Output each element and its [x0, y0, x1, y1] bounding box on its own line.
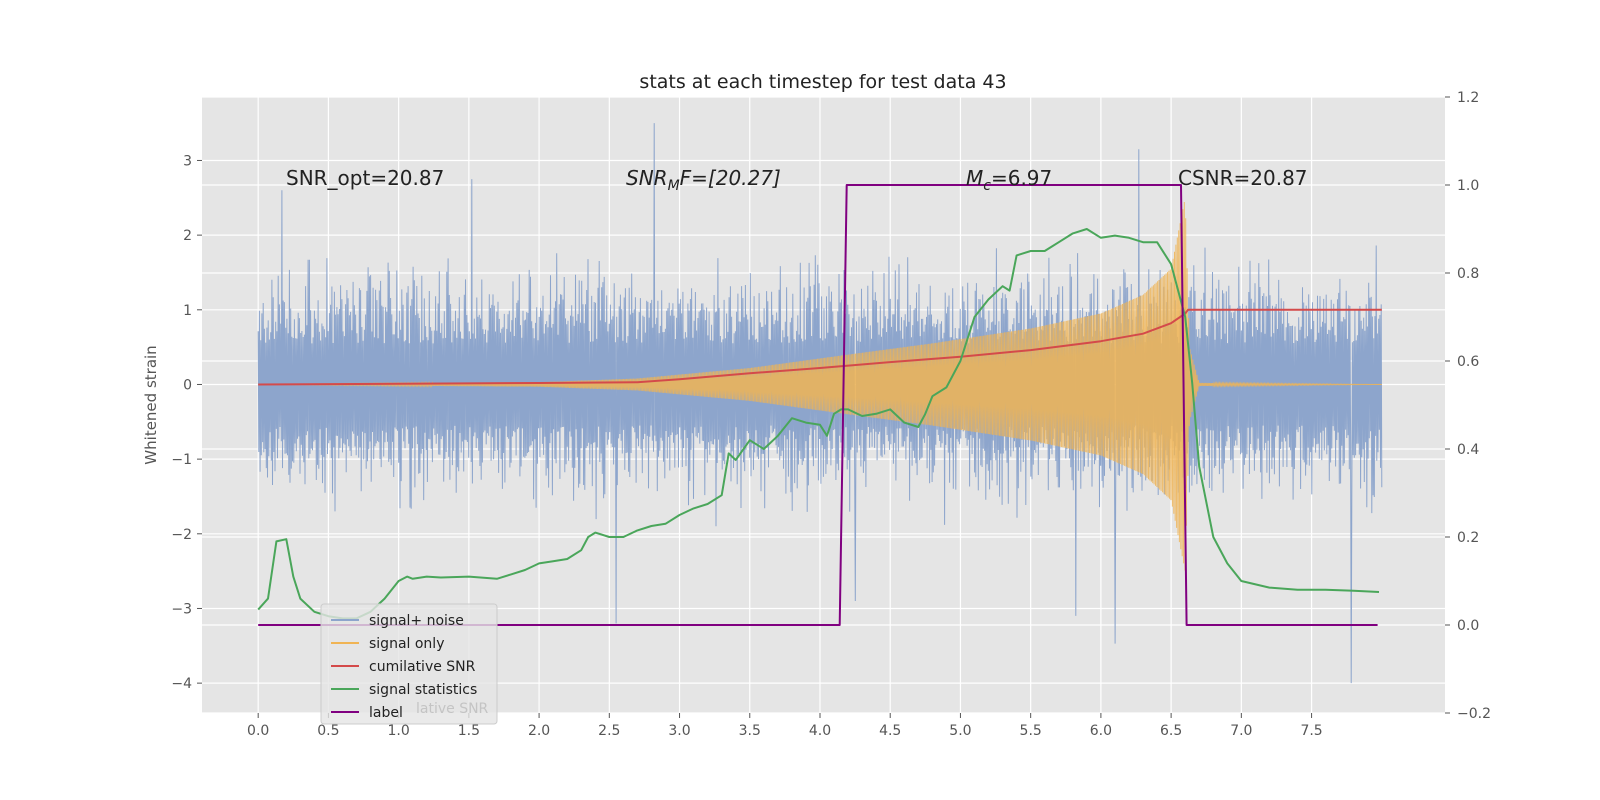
y-axis-label: Whitened strain: [142, 345, 160, 464]
x-tick-label: 2.0: [528, 723, 550, 739]
y-tick-label: 0: [183, 377, 192, 393]
x-tick-label: 0.5: [317, 723, 339, 739]
y2-axis-ticks: 1.2 1.0 0.8 0.6 0.4 0.2 0.0 −0.2: [1445, 90, 1491, 722]
x-axis-ticks: 0.0 0.5 1.0 1.5 2.0 2.5 3.0 3.5 4.0 4.5 5.0 5.5 6.0 6…: [247, 713, 1323, 739]
legend-box: [320, 603, 498, 725]
y-tick-label: −2: [171, 527, 192, 543]
legend-entry-label: signal statistics: [369, 682, 477, 698]
mc-rest: =6.97: [991, 166, 1052, 190]
y2-tick-label: 1.2: [1457, 90, 1479, 106]
x-tick-label: 5.5: [1020, 723, 1042, 739]
chirp-mass-annotation: Mc=6.97: [966, 166, 1052, 194]
y2-tick-label: 1.0: [1457, 178, 1479, 194]
x-tick-label: 6.5: [1160, 723, 1182, 739]
snr-mf-main: SNR: [626, 166, 668, 190]
x-tick-label: 6.0: [1090, 723, 1112, 739]
series-layer: [257, 123, 1383, 684]
x-tick-label: 3.5: [739, 723, 761, 739]
y-tick-label: −3: [171, 601, 192, 617]
y2-tick-label: 0.6: [1457, 354, 1479, 370]
y2-tick-label: 0.8: [1457, 266, 1479, 282]
y2-tick-label: 0.0: [1457, 618, 1479, 634]
y-tick-label: 3: [183, 153, 192, 169]
mc-main: M: [966, 166, 983, 190]
series-signal-statistics: [257, 228, 1380, 620]
snr-mf-sub: M: [668, 178, 680, 194]
mc-sub: c: [983, 178, 991, 194]
y-tick-label: −1: [171, 452, 192, 468]
legend: lative SNR signal+ noise signal only cumil…: [320, 603, 498, 725]
x-tick-label: 1.0: [387, 723, 409, 739]
snr-mf-rest: F=[20.27]: [680, 166, 781, 190]
series-label: [258, 184, 1378, 626]
x-tick-label: 1.5: [458, 723, 480, 739]
y-tick-label: 2: [183, 228, 192, 244]
x-tick-label: 0.0: [247, 723, 269, 739]
x-tick-label: 7.5: [1300, 723, 1322, 739]
legend-entry-label: signal only: [369, 636, 444, 652]
x-tick-label: 7.0: [1230, 723, 1252, 739]
x-tick-label: 3.0: [668, 723, 690, 739]
series-cumulative-snr: [258, 308, 1382, 386]
y-tick-label: 1: [183, 303, 192, 319]
csnr-annotation: CSNR=20.87: [1178, 166, 1308, 190]
legend-ghost-text: lative SNR: [416, 701, 489, 717]
y2-tick-label: −0.2: [1457, 706, 1491, 722]
legend-entry-label: cumilative SNR: [369, 659, 476, 675]
chart-title: stats at each timestep for test data 43: [639, 71, 1006, 93]
legend-entry-label: label: [369, 705, 403, 721]
snr-mf-annotation: SNRMF=[20.27]: [626, 166, 781, 194]
x-tick-label: 4.5: [879, 723, 901, 739]
y-tick-label: −4: [171, 676, 192, 692]
x-tick-label: 2.5: [598, 723, 620, 739]
legend-entry-label: signal+ noise: [369, 613, 464, 629]
x-tick-label: 4.0: [809, 723, 831, 739]
y-axis-ticks: 3 2 1 0 −1 −2 −3 −4: [171, 153, 202, 692]
snr-opt-annotation: SNR_opt=20.87: [286, 166, 444, 190]
x-tick-label: 5.0: [949, 723, 971, 739]
legend-entries: signal+ noise signal only cumilative SNR si…: [331, 613, 477, 721]
y2-tick-label: 0.4: [1457, 442, 1479, 458]
y2-tick-label: 0.2: [1457, 530, 1479, 546]
